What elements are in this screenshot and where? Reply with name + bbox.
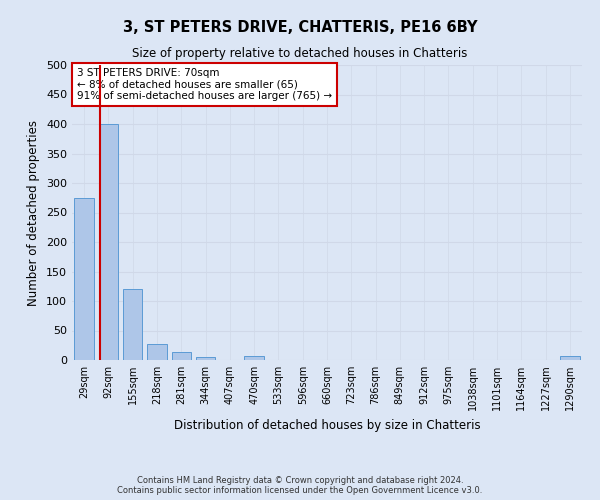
Text: Size of property relative to detached houses in Chatteris: Size of property relative to detached ho… bbox=[133, 48, 467, 60]
Y-axis label: Number of detached properties: Number of detached properties bbox=[28, 120, 40, 306]
Bar bbox=[147, 344, 167, 360]
Bar bbox=[196, 357, 215, 360]
Bar bbox=[74, 198, 94, 360]
Bar bbox=[560, 356, 580, 360]
Bar bbox=[123, 289, 142, 360]
Text: Contains HM Land Registry data © Crown copyright and database right 2024.
Contai: Contains HM Land Registry data © Crown c… bbox=[118, 476, 482, 495]
Bar bbox=[244, 356, 264, 360]
Text: 3, ST PETERS DRIVE, CHATTERIS, PE16 6BY: 3, ST PETERS DRIVE, CHATTERIS, PE16 6BY bbox=[123, 20, 477, 35]
X-axis label: Distribution of detached houses by size in Chatteris: Distribution of detached houses by size … bbox=[173, 419, 481, 432]
Bar bbox=[99, 124, 118, 360]
Bar bbox=[172, 352, 191, 360]
Text: 3 ST PETERS DRIVE: 70sqm
← 8% of detached houses are smaller (65)
91% of semi-de: 3 ST PETERS DRIVE: 70sqm ← 8% of detache… bbox=[77, 68, 332, 101]
